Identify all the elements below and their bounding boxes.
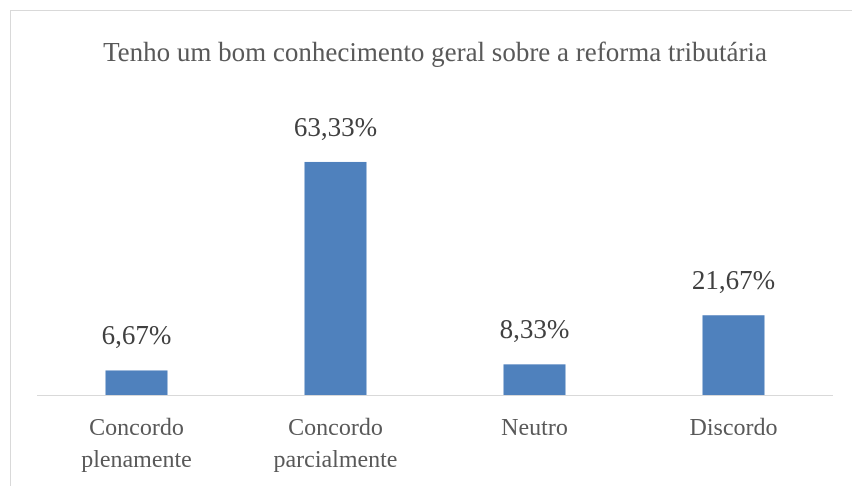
bar xyxy=(503,364,566,395)
bar xyxy=(702,315,765,395)
chart-title: Tenho um bom conhecimento geral sobre a … xyxy=(103,37,767,67)
x-tick-label: Neutro xyxy=(501,415,568,441)
x-tick-label: Concordo plenamente xyxy=(81,415,192,473)
data-label: 6,67% xyxy=(101,320,172,351)
bar xyxy=(105,370,168,395)
data-label: 8,33% xyxy=(499,314,570,345)
x-tick-label: Concordo parcialmente xyxy=(273,415,398,473)
data-label: 21,67% xyxy=(691,265,776,296)
data-label: 63,33% xyxy=(293,111,378,142)
x-tick-label: Discordo xyxy=(689,415,778,441)
bar xyxy=(304,161,367,395)
